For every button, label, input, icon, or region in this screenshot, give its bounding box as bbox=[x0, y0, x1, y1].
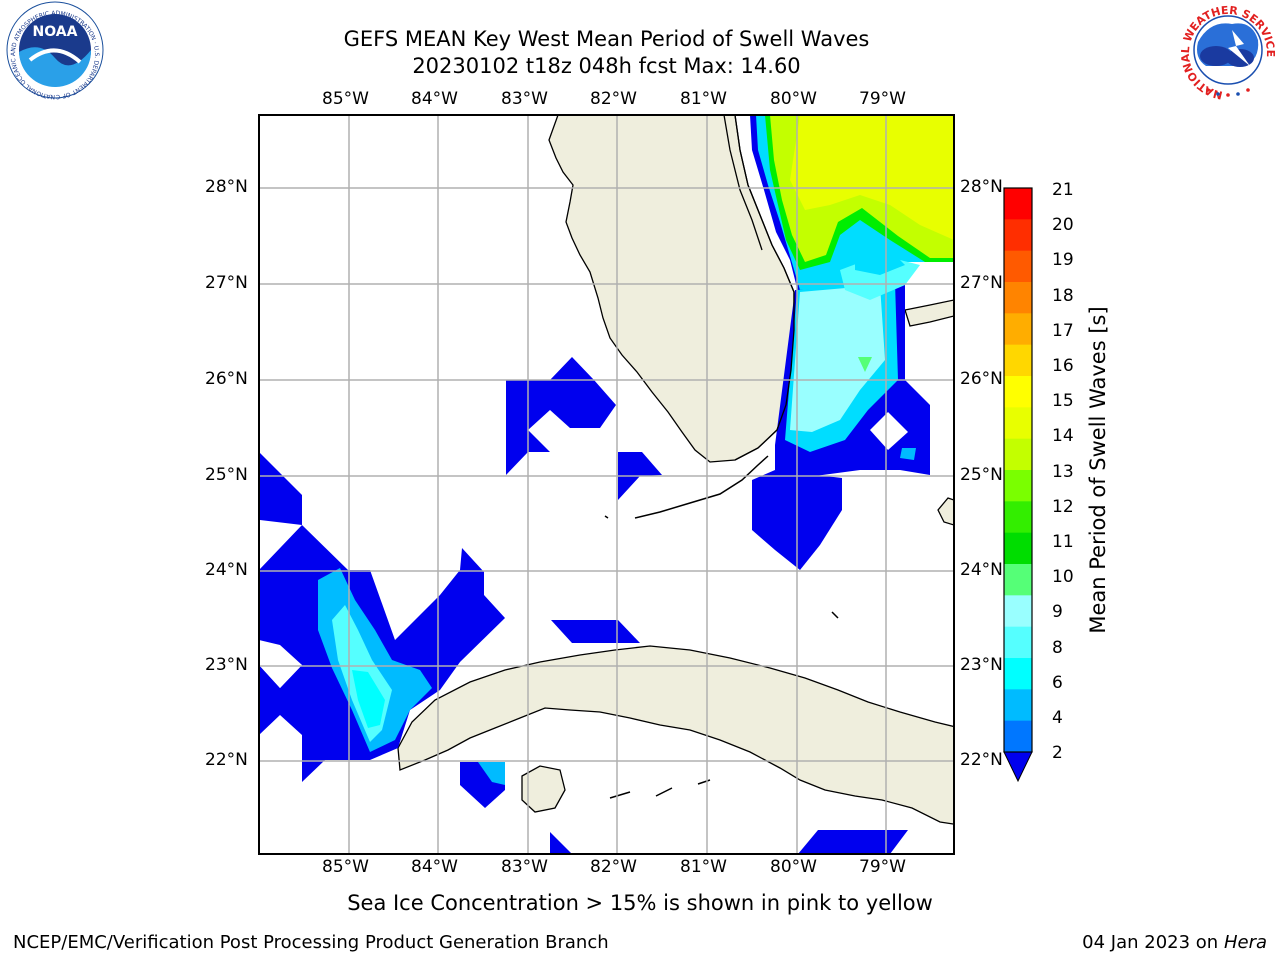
nws-logo: NATIONAL WEATHER SERVICE bbox=[1179, 2, 1277, 102]
colorbar-tick-label: 16 bbox=[1052, 356, 1074, 376]
colorbar-under-triangle bbox=[1003, 751, 1033, 783]
colorbar-tick-label: 2 bbox=[1052, 743, 1063, 763]
noaa-logo-text: NOAA bbox=[33, 24, 78, 40]
colorbar-segment bbox=[1004, 188, 1032, 220]
lat-label-left: 25°N bbox=[205, 465, 248, 485]
lon-label-top: 80°W bbox=[770, 89, 817, 109]
colorbar-tick-label: 21 bbox=[1052, 180, 1074, 200]
colorbar-segment bbox=[1004, 250, 1032, 283]
colorbar-tick-label: 19 bbox=[1052, 250, 1074, 270]
colorbar-segment bbox=[1004, 626, 1032, 659]
colorbar-tick-label: 6 bbox=[1052, 673, 1063, 693]
colorbar-tick-label: 10 bbox=[1052, 567, 1074, 587]
noaa-logo: NATIONAL OCEANIC AND ATMOSPHERIC ADMINIS… bbox=[0, 0, 105, 100]
lon-label-bottom: 80°W bbox=[770, 857, 817, 877]
colorbar-tick-label: 18 bbox=[1052, 286, 1074, 306]
lat-label-left: 26°N bbox=[205, 369, 248, 389]
florida-keys bbox=[634, 455, 769, 519]
lat-label-left: 28°N bbox=[205, 177, 248, 197]
grand-bahama-land bbox=[904, 299, 954, 327]
colorbar-tick-label: 15 bbox=[1052, 391, 1074, 411]
map-subtitle: 20230102 t18z 048h fcst Max: 14.60 bbox=[412, 54, 801, 78]
lon-label-top: 84°W bbox=[411, 89, 458, 109]
colorbar-segment bbox=[1004, 376, 1032, 408]
lat-label-right: 22°N bbox=[960, 750, 1003, 770]
colorbar-tick-label: 14 bbox=[1052, 426, 1074, 446]
colorbar-tick-label: 8 bbox=[1052, 638, 1063, 658]
footer-branch: NCEP/EMC/Verification Post Processing Pr… bbox=[13, 932, 609, 953]
lat-label-left: 23°N bbox=[205, 655, 248, 675]
colorbar-tick-label: 4 bbox=[1052, 708, 1063, 728]
lat-label-left: 22°N bbox=[205, 750, 248, 770]
map-area bbox=[259, 115, 954, 854]
footer-date: 04 Jan 2023 on Hera bbox=[1082, 932, 1267, 953]
lat-label-right: 25°N bbox=[960, 465, 1003, 485]
colorbar-tick-label: 17 bbox=[1052, 321, 1074, 341]
swell-contours bbox=[259, 115, 954, 854]
lon-label-bottom: 82°W bbox=[590, 857, 637, 877]
sea-ice-note-text: Sea Ice Concentration > 15% is shown in … bbox=[347, 891, 933, 915]
colorbar-segment bbox=[1004, 219, 1032, 252]
lon-label-bottom: 81°W bbox=[680, 857, 727, 877]
footer-date-text: 04 Jan 2023 on bbox=[1082, 932, 1219, 953]
colorbar-segment bbox=[1004, 282, 1032, 314]
lon-label-bottom: 84°W bbox=[411, 857, 458, 877]
lon-label-bottom: 85°W bbox=[322, 857, 369, 877]
colorbar-tick-label: 11 bbox=[1052, 532, 1074, 552]
small-islands bbox=[604, 515, 839, 799]
colorbar-segment bbox=[1004, 438, 1032, 471]
graticule bbox=[259, 115, 954, 854]
lon-label-top: 79°W bbox=[859, 89, 906, 109]
colorbar-segment bbox=[1004, 564, 1032, 596]
colorbar-segment bbox=[1004, 532, 1032, 565]
lon-label-top: 83°W bbox=[501, 89, 548, 109]
footer-host: Hera bbox=[1223, 932, 1267, 953]
isla-juventud-land bbox=[521, 765, 566, 813]
map-title: GEFS MEAN Key West Mean Period of Swell … bbox=[343, 27, 870, 51]
lon-label-top: 81°W bbox=[680, 89, 727, 109]
colorbar-segment bbox=[1004, 470, 1032, 502]
colorbar-tick-label: 13 bbox=[1052, 462, 1074, 482]
lon-label-top: 82°W bbox=[590, 89, 637, 109]
lon-label-top: 85°W bbox=[322, 89, 369, 109]
colorbar-tick-label: 20 bbox=[1052, 215, 1074, 235]
map-frame bbox=[258, 114, 955, 855]
lat-label-right: 23°N bbox=[960, 655, 1003, 675]
sea-ice-note: Sea Ice Concentration > 15% is shown in … bbox=[0, 891, 1280, 915]
colorbar-tick-label: 9 bbox=[1052, 602, 1063, 622]
lat-label-left: 24°N bbox=[205, 560, 248, 580]
lon-label-bottom: 83°W bbox=[501, 857, 548, 877]
colorbar-segment bbox=[1004, 595, 1032, 628]
colorbar-segment bbox=[1004, 658, 1032, 690]
lat-label-left: 27°N bbox=[205, 273, 248, 293]
colorbar-segment bbox=[1004, 689, 1032, 722]
colorbar-segment bbox=[1004, 720, 1032, 753]
colorbar-segment bbox=[1004, 313, 1032, 346]
lon-label-bottom: 79°W bbox=[859, 857, 906, 877]
andros-land bbox=[937, 497, 954, 526]
lat-label-right: 24°N bbox=[960, 560, 1003, 580]
colorbar-segment bbox=[1004, 407, 1032, 440]
colorbar-segment bbox=[1004, 501, 1032, 534]
colorbar-label: Mean Period of Swell Waves [s] bbox=[1086, 306, 1110, 634]
colorbar-segment bbox=[1004, 344, 1032, 377]
colorbar bbox=[1004, 188, 1032, 753]
lat-label-right: 26°N bbox=[960, 369, 1003, 389]
colorbar-frame bbox=[1003, 187, 1033, 753]
lat-label-right: 27°N bbox=[960, 273, 1003, 293]
colorbar-tick-label: 12 bbox=[1052, 497, 1074, 517]
lat-label-right: 28°N bbox=[960, 177, 1003, 197]
cuba-land bbox=[397, 645, 954, 825]
